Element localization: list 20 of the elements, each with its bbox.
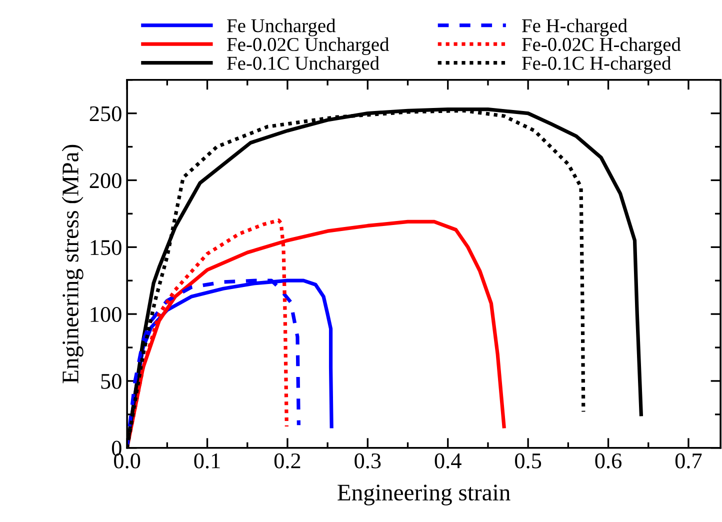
- x-tick-label: 0.1: [194, 453, 220, 468]
- y-tick-label: 50: [101, 374, 122, 389]
- legend-label: Fe-0.1C H-charged: [522, 56, 672, 74]
- x-tick-label: 0.5: [515, 453, 542, 468]
- y-axis-title: Engineering stress (MPa): [62, 144, 84, 384]
- x-tick-label: 0.3: [354, 453, 381, 468]
- legend-label: Fe H-charged: [522, 18, 628, 36]
- y-tick-label: 250: [90, 106, 122, 122]
- y-tick-label: 100: [90, 306, 122, 322]
- y-tick-label: 150: [90, 240, 122, 256]
- legend-label: Fe-0.02C Uncharged: [227, 37, 390, 56]
- x-tick-label: 0.2: [274, 453, 300, 468]
- legend-label: Fe-0.1C Uncharged: [227, 56, 380, 74]
- x-tick-label: 0.6: [595, 453, 622, 468]
- x-axis-title: Engineering strain: [338, 484, 510, 506]
- legend-label: Fe-0.02C H-charged: [522, 37, 681, 56]
- x-tick-label: 0.4: [434, 453, 462, 468]
- x-tick-label: 0.7: [675, 453, 702, 468]
- y-tick-label: 200: [90, 173, 122, 188]
- legend-label: Fe Uncharged: [227, 18, 336, 36]
